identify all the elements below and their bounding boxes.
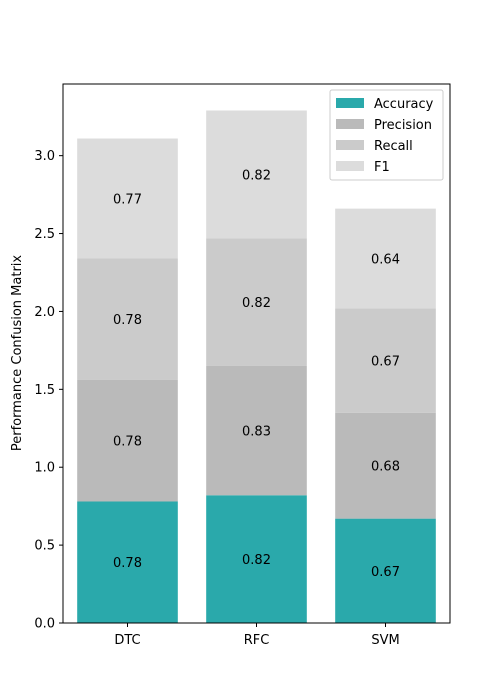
legend-box: [329, 89, 444, 181]
bar-accuracy-svm: [335, 518, 436, 623]
bar-f1-dtc: [77, 138, 178, 259]
legend-label-recall: Recall: [374, 139, 413, 154]
data-label-accuracy-svm: 0.67: [371, 565, 400, 580]
data-label-precision-rfc: 0.83: [242, 425, 271, 440]
data-labels-layer: 0.78 0.78 0.78 0.77 0.82 0.83 0.82 0.82 0.67 0.68…: [113, 168, 400, 579]
legend-swatch-accuracy: [336, 98, 364, 108]
y-tick-label: 0.0: [34, 617, 55, 632]
bar-precision-rfc: [206, 365, 307, 496]
data-label-precision-svm: 0.68: [371, 460, 400, 475]
y-tick-label: 2.0: [34, 305, 55, 320]
bar-recall-rfc: [206, 238, 307, 366]
legend-swatch-f1: [336, 161, 364, 171]
data-label-f1-svm: 0.64: [371, 252, 400, 267]
bar-recall-dtc: [77, 258, 178, 380]
bar-f1-rfc: [206, 110, 307, 239]
y-tick-label: 1.0: [34, 461, 55, 476]
data-label-recall-dtc: 0.78: [113, 313, 142, 328]
data-label-f1-rfc: 0.82: [242, 168, 271, 183]
legend-label-f1: F1: [374, 160, 390, 175]
x-axis: DTC RFC SVM: [114, 623, 400, 648]
bar-f1-svm: [335, 208, 436, 309]
legend: Accuracy Precision Recall F1: [329, 89, 444, 181]
bar-recall-svm: [335, 308, 436, 413]
y-tick-label: 0.5: [34, 539, 55, 554]
y-axis-label: Performance Confusion Matrix: [10, 255, 25, 452]
legend-swatch-precision: [336, 119, 364, 129]
bar-precision-dtc: [77, 379, 178, 502]
data-label-accuracy-dtc: 0.78: [113, 556, 142, 571]
y-tick-label: 2.5: [34, 227, 55, 242]
data-label-accuracy-rfc: 0.82: [242, 553, 271, 568]
bar-accuracy-rfc: [206, 495, 307, 623]
legend-swatch-recall: [336, 140, 364, 150]
y-tick-label: 1.5: [34, 383, 55, 398]
data-label-precision-dtc: 0.78: [113, 435, 142, 450]
legend-label-accuracy: Accuracy: [374, 97, 434, 112]
data-label-f1-dtc: 0.77: [113, 192, 142, 207]
y-tick-label: 3.0: [34, 149, 55, 164]
y-axis: 0.0 0.5 1.0 1.5 2.0 2.5 3.0: [34, 149, 63, 632]
data-label-recall-rfc: 0.82: [242, 296, 271, 311]
x-tick-label: RFC: [244, 633, 270, 648]
x-tick-label: DTC: [114, 633, 140, 648]
data-label-recall-svm: 0.67: [371, 355, 400, 370]
x-tick-label: SVM: [371, 633, 399, 648]
bars-layer: [77, 110, 436, 623]
legend-label-precision: Precision: [374, 118, 432, 133]
bar-precision-svm: [335, 412, 436, 519]
bar-accuracy-dtc: [77, 501, 178, 623]
